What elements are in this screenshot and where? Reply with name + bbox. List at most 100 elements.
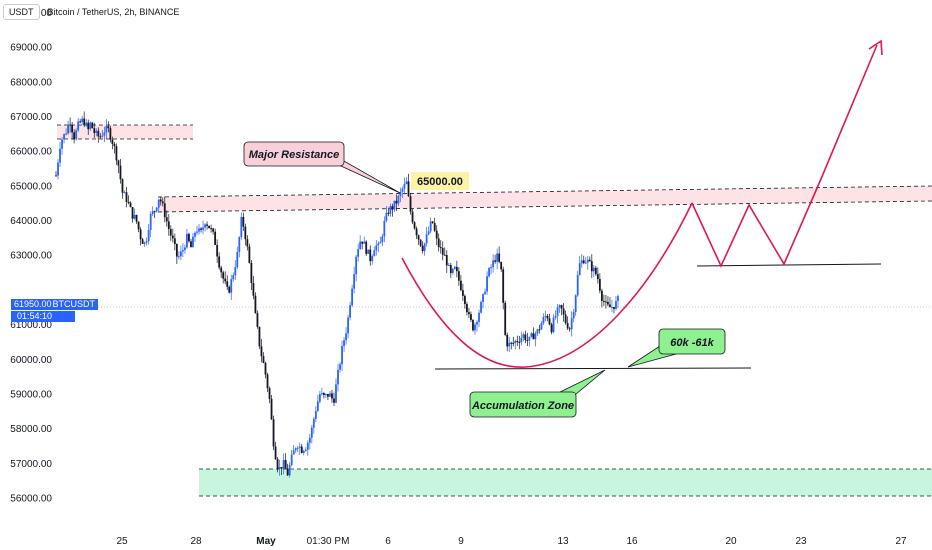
- candle-body: [594, 267, 597, 275]
- candle-body: [443, 254, 446, 256]
- candle-body: [568, 328, 571, 330]
- candle-body: [157, 199, 160, 208]
- candle-body: [409, 196, 412, 212]
- candle-body: [530, 333, 533, 337]
- candle-body: [600, 290, 603, 301]
- candle-body: [220, 267, 223, 273]
- candle-body: [192, 236, 194, 248]
- candle-body: [548, 318, 551, 325]
- candle-body: [179, 251, 182, 257]
- candle-body: [556, 307, 559, 316]
- candle-body: [353, 274, 356, 289]
- candle-body: [399, 191, 402, 196]
- candle-body: [161, 201, 164, 204]
- candle-body: [562, 308, 565, 315]
- candle-body: [184, 247, 186, 251]
- candle-body: [572, 312, 575, 319]
- candle-body: [101, 135, 104, 137]
- candle-body: [347, 317, 349, 334]
- candle-body: [343, 340, 345, 346]
- candle-body: [248, 246, 251, 263]
- candle-body: [389, 206, 392, 214]
- resistance-zone: [158, 186, 932, 212]
- candle-body: [459, 280, 462, 291]
- candle-body: [484, 291, 486, 295]
- candle-body: [105, 126, 108, 133]
- candle-body: [510, 342, 513, 344]
- zone-callout-pointer: [555, 369, 606, 395]
- candle-body: [155, 207, 158, 212]
- candle-body: [423, 243, 426, 252]
- candle-body: [327, 393, 329, 397]
- candle-body: [123, 192, 126, 194]
- candle-body: [113, 143, 116, 147]
- x-tick-label: 6: [385, 536, 391, 547]
- candle-body: [302, 450, 305, 453]
- candle-body: [415, 228, 418, 236]
- projection-zigzag: [691, 44, 878, 268]
- y-tick-label: 66000.00: [10, 147, 52, 158]
- candle-body: [97, 130, 100, 137]
- candle-body: [558, 305, 561, 308]
- candle-body: [488, 268, 490, 277]
- x-tick-label: 27: [895, 536, 907, 547]
- candle-body: [578, 263, 581, 275]
- candle-body: [186, 233, 188, 248]
- candle-body: [461, 290, 464, 296]
- candle-body: [534, 333, 537, 340]
- candle-body: [93, 128, 96, 134]
- candle-body: [81, 118, 84, 123]
- candle-body: [67, 124, 69, 134]
- candle-body: [335, 384, 337, 403]
- candlestick-series: [55, 111, 619, 478]
- candle-body: [365, 241, 368, 254]
- candle-body: [57, 162, 59, 176]
- candle-body: [407, 181, 410, 197]
- candle-body: [109, 128, 112, 140]
- candle-body: [79, 121, 82, 123]
- candle-body: [218, 256, 221, 268]
- candle-body: [182, 250, 184, 252]
- candle-body: [268, 388, 271, 399]
- candle-body: [468, 312, 470, 315]
- candle-body: [63, 134, 65, 140]
- candle-body: [121, 179, 124, 193]
- candle-body: [325, 393, 327, 396]
- candle-body: [536, 329, 539, 334]
- y-tick-label: 65000.00: [10, 181, 52, 192]
- candle-body: [151, 211, 154, 214]
- candle-body: [99, 136, 102, 138]
- candle-body: [576, 274, 579, 296]
- candle-body: [550, 324, 553, 333]
- candle-body: [613, 306, 615, 309]
- candle-body: [379, 242, 382, 244]
- candle-body: [582, 260, 585, 264]
- candle-body: [351, 288, 354, 306]
- candle-body: [198, 228, 200, 232]
- candle-body: [316, 401, 319, 412]
- candle-body: [349, 305, 351, 318]
- candle-body: [395, 200, 398, 204]
- candle-body: [234, 267, 237, 276]
- candle-body: [355, 256, 358, 275]
- candle-body: [163, 203, 166, 218]
- candle-body: [387, 212, 390, 214]
- candle-body: [149, 213, 152, 230]
- currency-button[interactable]: USDT: [3, 3, 40, 20]
- candle-body: [455, 266, 458, 272]
- candle-body: [524, 334, 527, 341]
- candle-body: [605, 301, 607, 303]
- candle-countdown: 01:54:10: [11, 311, 75, 322]
- candle-body: [564, 314, 567, 324]
- candle-body: [169, 229, 172, 236]
- candle-body: [204, 224, 206, 228]
- candle-body: [308, 437, 311, 443]
- candle-body: [480, 301, 482, 313]
- candle-body: [429, 221, 432, 232]
- candle-body: [413, 222, 416, 229]
- candle-body: [391, 206, 394, 210]
- candle-body: [286, 468, 289, 476]
- candle-body: [490, 267, 492, 269]
- candle-body: [552, 317, 555, 333]
